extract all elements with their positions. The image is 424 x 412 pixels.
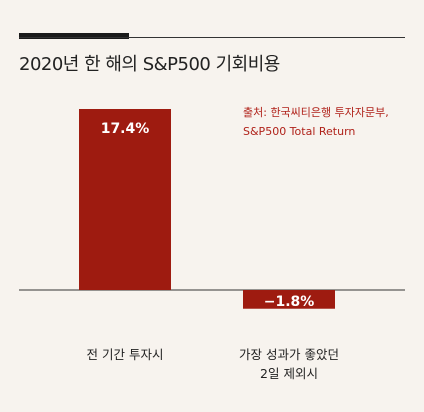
- category-label-excluding-best-days: 가장 성과가 좋았던 2일 제외시: [239, 347, 339, 381]
- title-accent-bar: [19, 33, 129, 39]
- source-note: 출처: 한국씨티은행 투자자문부, S&P500 Total Return: [243, 103, 389, 141]
- bar-value-label-1: −1.8%: [264, 294, 315, 310]
- source-line-1: 출처: 한국씨티은행 투자자문부,: [243, 106, 389, 119]
- bar-value-label-0: 17.4%: [101, 121, 150, 137]
- chart-title: 2020년 한 해의 S&P500 기회비용: [19, 54, 280, 75]
- source-line-2: S&P500 Total Return: [243, 125, 356, 138]
- top-divider: [19, 37, 405, 38]
- category-label-all-period: 전 기간 투자시: [86, 347, 164, 362]
- bar-0: [79, 109, 171, 290]
- bar-1: [243, 290, 335, 309]
